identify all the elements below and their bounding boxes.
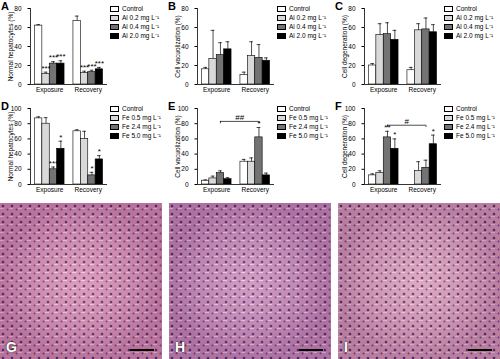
html-text:B: B	[168, 0, 176, 12]
svg-text:*: *	[98, 147, 101, 156]
svg-text:40: 40	[14, 43, 22, 50]
svg-text:60: 60	[14, 24, 22, 31]
svg-text:##: ##	[235, 113, 244, 122]
svg-text:*: *	[432, 127, 435, 136]
svg-text:60: 60	[348, 135, 356, 142]
html-text:Control: Control	[289, 5, 310, 12]
svg-text:**: **	[384, 123, 390, 132]
svg-text:Exposure: Exposure	[370, 86, 398, 94]
html-text:I: I	[344, 339, 348, 355]
svg-text:80: 80	[14, 5, 22, 12]
svg-text:Normal hepatocytes (%): Normal hepatocytes (%)	[7, 12, 15, 82]
html-text:Fe 2.4 mg L⁻¹: Fe 2.4 mg L⁻¹	[122, 123, 161, 130]
html-text:Fe 5.0 mg L⁻¹: Fe 5.0 mg L⁻¹	[289, 132, 328, 139]
svg-text:***: ***	[49, 159, 58, 168]
html-text:Fe 2.4 mg L⁻¹: Fe 2.4 mg L⁻¹	[289, 123, 328, 130]
svg-text:80: 80	[181, 5, 189, 12]
svg-text:#: #	[404, 117, 409, 126]
svg-text:Recovery: Recovery	[242, 86, 270, 94]
svg-text:40: 40	[348, 43, 356, 50]
svg-text:Recovery: Recovery	[409, 186, 437, 194]
svg-text:20: 20	[181, 62, 189, 69]
html-text:Fe 5.0 mg L⁻¹: Fe 5.0 mg L⁻¹	[122, 132, 161, 139]
svg-text:Cell vacuolization (%): Cell vacuolization (%)	[174, 115, 182, 178]
html-text:Fe 0.5 mg L⁻¹: Fe 0.5 mg L⁻¹	[456, 114, 495, 121]
html-text:Al 0.4 mg L⁻¹: Al 0.4 mg L⁻¹	[122, 23, 159, 30]
svg-text:40: 40	[348, 150, 356, 157]
svg-text:***: ***	[41, 64, 50, 73]
svg-text:Recovery: Recovery	[242, 186, 270, 194]
svg-text:40: 40	[14, 150, 22, 157]
svg-text:40: 40	[181, 43, 189, 50]
svg-text:80: 80	[14, 120, 22, 127]
svg-text:20: 20	[14, 62, 22, 69]
html-text:Control: Control	[456, 105, 477, 112]
html-text:Control: Control	[122, 105, 143, 112]
svg-text:100: 100	[178, 105, 189, 112]
svg-text:Recovery: Recovery	[75, 186, 103, 194]
svg-text:Normal hepatocytes (%): Normal hepatocytes (%)	[7, 112, 15, 182]
svg-text:*: *	[90, 164, 93, 173]
html-text:Al 0.4 mg L⁻¹: Al 0.4 mg L⁻¹	[456, 23, 493, 30]
svg-text:40: 40	[181, 150, 189, 157]
svg-text:Recovery: Recovery	[75, 86, 103, 94]
svg-text:100: 100	[345, 105, 356, 112]
svg-text:Exposure: Exposure	[203, 86, 231, 94]
html-text:Fe 5.0 mg L⁻¹: Fe 5.0 mg L⁻¹	[456, 132, 495, 139]
html-text:Fe 0.5 mg L⁻¹: Fe 0.5 mg L⁻¹	[289, 114, 328, 121]
html-text:Fe 2.4 mg L⁻¹: Fe 2.4 mg L⁻¹	[456, 123, 495, 130]
svg-text:*: *	[257, 119, 260, 128]
html-text:Al 0.2 mg L⁻¹: Al 0.2 mg L⁻¹	[122, 14, 159, 21]
html-text:A: A	[1, 0, 9, 12]
svg-text:60: 60	[348, 24, 356, 31]
html-text:Al 2.0 mg L⁻¹: Al 2.0 mg L⁻¹	[456, 32, 493, 39]
html-text:Al 0.4 mg L⁻¹: Al 0.4 mg L⁻¹	[289, 23, 326, 30]
svg-text:20: 20	[348, 165, 356, 172]
svg-text:60: 60	[181, 24, 189, 31]
svg-text:60: 60	[181, 135, 189, 142]
svg-text:0: 0	[18, 81, 22, 88]
html-text:Al 0.2 mg L⁻¹: Al 0.2 mg L⁻¹	[289, 14, 326, 21]
svg-text:0: 0	[18, 181, 22, 188]
svg-text:20: 20	[14, 165, 22, 172]
svg-text:0: 0	[185, 81, 189, 88]
html-text:Fe 0.5 mg L⁻¹: Fe 0.5 mg L⁻¹	[122, 114, 161, 121]
svg-text:Cell degeneration (%): Cell degeneration (%)	[341, 115, 349, 178]
html-text:C: C	[335, 0, 343, 12]
svg-text:80: 80	[181, 120, 189, 127]
svg-text:Exposure: Exposure	[370, 186, 398, 194]
svg-text:*: *	[393, 130, 396, 139]
html-text:G: G	[6, 339, 17, 355]
svg-text:Cell degeneration (%): Cell degeneration (%)	[341, 15, 349, 78]
html-text:E: E	[168, 100, 176, 112]
html-text:Control: Control	[122, 5, 143, 12]
svg-text:80: 80	[348, 5, 356, 12]
svg-text:***: ***	[95, 59, 104, 68]
svg-text:*: *	[59, 133, 62, 142]
html-text:H: H	[175, 339, 186, 355]
svg-text:60: 60	[14, 135, 22, 142]
svg-text:0: 0	[185, 181, 189, 188]
html-text:Al 2.0 mg L⁻¹: Al 2.0 mg L⁻¹	[122, 32, 159, 39]
html-text:Control: Control	[289, 105, 310, 112]
svg-text:Cell vacuolization (%): Cell vacuolization (%)	[174, 15, 182, 78]
svg-text:100: 100	[11, 105, 22, 112]
html-text:Al 2.0 mg L⁻¹: Al 2.0 mg L⁻¹	[289, 32, 326, 39]
svg-text:Recovery: Recovery	[409, 86, 437, 94]
html-text:Control: Control	[456, 5, 477, 12]
svg-text:20: 20	[181, 165, 189, 172]
svg-text:0: 0	[352, 81, 356, 88]
svg-text:***: ***	[56, 52, 65, 61]
svg-text:20: 20	[348, 62, 356, 69]
html-text:Al 0.2 mg L⁻¹: Al 0.2 mg L⁻¹	[456, 14, 493, 21]
svg-text:0: 0	[352, 181, 356, 188]
svg-text:80: 80	[348, 120, 356, 127]
svg-text:Exposure: Exposure	[36, 86, 64, 94]
svg-text:Exposure: Exposure	[203, 186, 231, 194]
svg-text:Exposure: Exposure	[36, 186, 64, 194]
html-text:D: D	[1, 100, 9, 112]
html-text:F: F	[335, 100, 342, 112]
